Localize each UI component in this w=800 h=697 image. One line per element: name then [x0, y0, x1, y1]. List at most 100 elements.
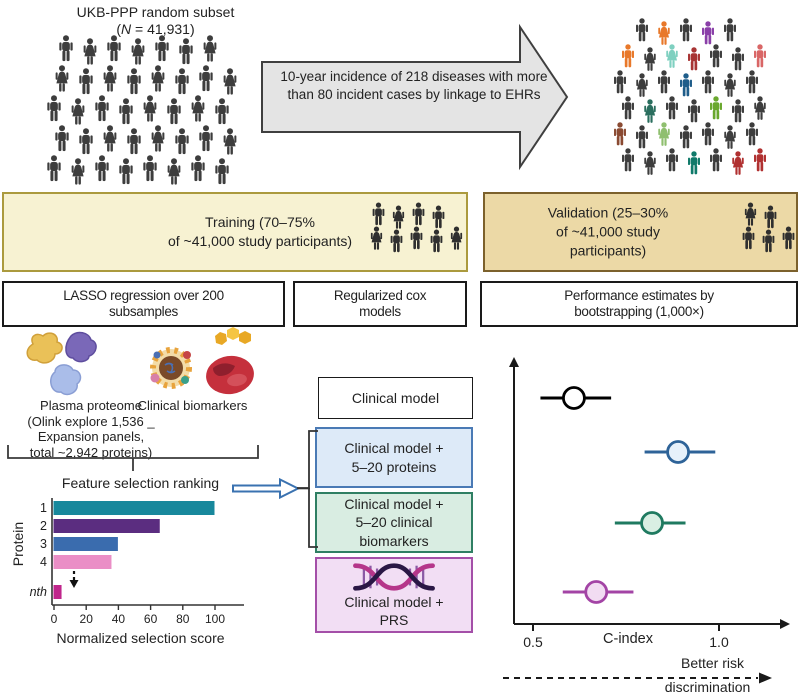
- man-icon: [104, 35, 124, 64]
- hexagon-molecule-icon: [215, 327, 251, 345]
- woman-icon: [148, 65, 168, 94]
- cohort-n: (N = 41,931): [116, 21, 195, 38]
- proteome-caption: Plasma proteome (Olink explore 1,536 _ E…: [27, 398, 155, 460]
- cohort-title: UKB-PPP random subset (N = 41,931): [38, 4, 273, 38]
- biomarkers-caption: Clinical biomarkers: [137, 398, 248, 413]
- man-icon: [751, 148, 769, 174]
- man-icon: [743, 70, 761, 96]
- model-prs-label: Clinical model + PRS: [344, 593, 444, 628]
- estimate-point: [640, 511, 664, 535]
- lipoprotein-icon: [150, 347, 192, 389]
- x-axis-arrowhead: [780, 619, 790, 629]
- woman-icon: [128, 38, 148, 67]
- man-icon: [140, 155, 160, 184]
- incidence-arrow: [261, 23, 569, 171]
- estimate-point: [666, 440, 690, 464]
- bar-protein-2: [53, 519, 160, 533]
- woman-icon: [663, 44, 681, 70]
- man-icon: [76, 68, 96, 97]
- estimate-point: [562, 386, 586, 410]
- man-icon: [116, 158, 136, 187]
- model-box-biomarkers: Clinical model + 5–20 clinical biomarker…: [315, 492, 473, 553]
- protein-blob-purple: [65, 331, 97, 363]
- model-biomarkers-label: Clinical model + 5–20 clinical biomarker…: [344, 496, 444, 549]
- man-icon: [633, 18, 651, 44]
- man-icon: [619, 148, 637, 174]
- better-risk-label-line2: discrimination: [664, 679, 751, 695]
- outcome-crowd: [575, 18, 797, 174]
- x-tick-label: 40: [112, 612, 126, 626]
- man-icon: [52, 125, 72, 154]
- x-tick-label: 80: [176, 612, 190, 626]
- man-icon: [212, 158, 232, 187]
- man-icon: [707, 96, 725, 122]
- man-icon: [92, 155, 112, 184]
- man-icon: [44, 155, 64, 184]
- validation-crowd: [730, 204, 790, 252]
- woman-icon: [188, 95, 208, 124]
- woman-icon: [80, 38, 100, 67]
- woman-icon: [164, 158, 184, 187]
- woman-icon: [100, 65, 120, 94]
- man-icon: [388, 229, 405, 255]
- man-icon: [176, 38, 196, 67]
- bar-protein-4: [53, 555, 112, 569]
- better-risk-arrow: [503, 672, 772, 684]
- man-icon: [699, 122, 717, 148]
- cox-box: Regularized cox models: [293, 281, 467, 327]
- woman-icon: [448, 226, 465, 252]
- man-icon: [729, 47, 747, 73]
- man-icon: [172, 128, 192, 157]
- estimate-point: [584, 580, 609, 604]
- man-icon: [124, 68, 144, 97]
- man-icon: [188, 155, 208, 184]
- woman-icon: [68, 158, 88, 187]
- man-icon: [740, 226, 757, 252]
- cindex-forest-plot: 0.5 1.0: [509, 357, 790, 650]
- bar-label-nth: nth: [30, 585, 47, 599]
- man-icon: [196, 125, 216, 154]
- clinical-biomarkers-icon: [150, 327, 254, 395]
- feature-chart-title: Feature selection ranking: [61, 475, 220, 491]
- man-icon: [408, 226, 425, 252]
- bar-label-4: 4: [40, 555, 47, 569]
- woman-icon: [220, 128, 240, 157]
- man-icon: [707, 148, 725, 174]
- models-bracket: [297, 430, 318, 548]
- man-icon: [56, 35, 76, 64]
- feature-selection-chart: 1 2 3 4 nth 0 20 40 60 80 100: [30, 498, 244, 626]
- woman-icon: [641, 99, 659, 125]
- bar-label-2: 2: [40, 519, 47, 533]
- woman-icon: [641, 47, 659, 73]
- bar-label-3: 3: [40, 537, 47, 551]
- training-crowd: [358, 204, 458, 252]
- woman-icon: [100, 125, 120, 154]
- bar-label-1: 1: [40, 501, 47, 515]
- man-icon: [410, 202, 427, 228]
- man-icon: [699, 70, 717, 96]
- woman-icon: [742, 202, 759, 228]
- cindex-tick-label: 1.0: [709, 634, 729, 650]
- y-axis-arrowhead: [509, 357, 519, 367]
- woman-icon: [655, 122, 673, 148]
- bar-protein-3: [53, 537, 118, 551]
- validation-label: Validation (25–30% of ~41,000 study part…: [547, 204, 669, 259]
- woman-icon: [368, 226, 385, 252]
- man-icon: [743, 122, 761, 148]
- feature-chart-xlabel: Normalized selection score: [56, 630, 225, 646]
- man-icon: [152, 35, 172, 64]
- man-icon: [611, 70, 629, 96]
- man-icon: [721, 18, 739, 44]
- protein-blob-blue: [50, 364, 82, 396]
- man-icon: [685, 151, 703, 177]
- man-icon: [619, 96, 637, 122]
- man-icon: [751, 44, 769, 70]
- man-icon: [370, 202, 387, 228]
- model-box-prs: Clinical model + PRS: [315, 557, 473, 633]
- man-icon: [124, 128, 144, 157]
- man-icon: [212, 98, 232, 127]
- man-icon: [685, 47, 703, 73]
- man-icon: [663, 148, 681, 174]
- plasma-proteome-icon: [26, 331, 97, 396]
